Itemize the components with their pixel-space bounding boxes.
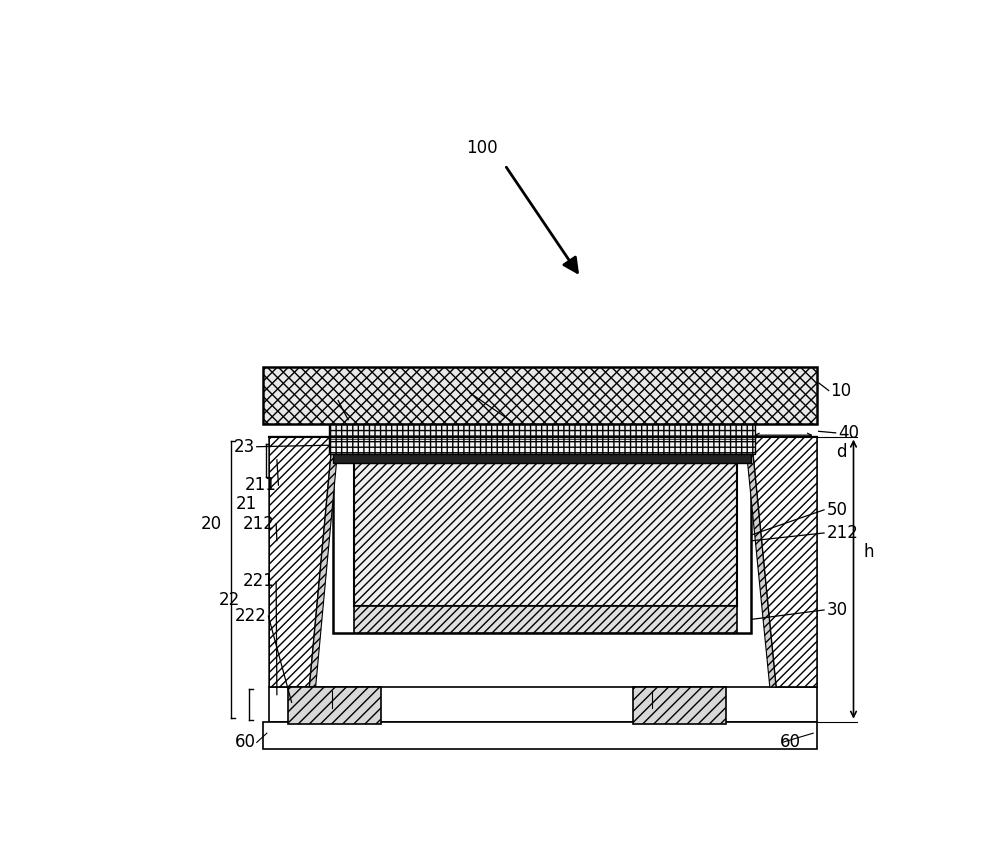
- Text: 212: 212: [826, 524, 858, 542]
- Polygon shape: [309, 437, 339, 687]
- Polygon shape: [751, 437, 817, 687]
- Text: 40: 40: [838, 424, 859, 442]
- Text: 211a: 211a: [443, 377, 485, 394]
- Bar: [329, 438, 755, 454]
- Bar: [263, 367, 817, 424]
- Bar: [329, 438, 755, 454]
- Bar: [633, 687, 726, 724]
- Bar: [263, 367, 817, 424]
- Text: 222: 222: [235, 607, 267, 625]
- Text: 23: 23: [234, 438, 255, 455]
- Polygon shape: [269, 437, 333, 687]
- Text: 212: 212: [243, 515, 275, 533]
- Text: 30: 30: [826, 601, 848, 619]
- Bar: [329, 424, 755, 439]
- Bar: [269, 687, 817, 722]
- Text: 50: 50: [826, 501, 847, 519]
- Text: 100: 100: [466, 139, 497, 157]
- Text: d: d: [836, 444, 847, 461]
- Bar: [263, 722, 817, 749]
- Text: 60: 60: [235, 734, 256, 751]
- Text: 70: 70: [321, 705, 342, 722]
- Text: 60: 60: [779, 734, 800, 751]
- Text: 211b: 211b: [311, 384, 353, 402]
- Text: 221: 221: [243, 572, 275, 590]
- Text: 22: 22: [218, 591, 240, 609]
- Text: 20: 20: [201, 515, 222, 533]
- Bar: [333, 454, 751, 633]
- Text: h: h: [864, 544, 874, 561]
- Text: 70: 70: [642, 705, 662, 722]
- Bar: [354, 606, 737, 633]
- Text: 10: 10: [830, 382, 851, 399]
- Bar: [288, 687, 381, 724]
- Polygon shape: [745, 437, 776, 687]
- Bar: [354, 463, 737, 606]
- Text: 21: 21: [236, 495, 257, 514]
- Text: 211: 211: [245, 477, 277, 494]
- Bar: [333, 454, 751, 463]
- Bar: [329, 424, 755, 439]
